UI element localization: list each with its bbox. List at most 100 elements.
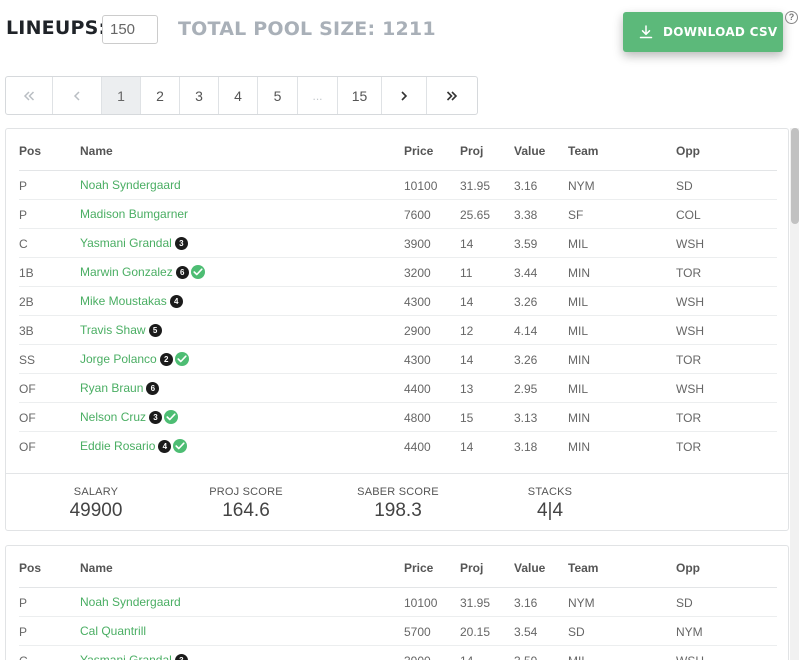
cell-price: 3900 — [404, 237, 431, 251]
batting-order-badge: 4 — [158, 439, 172, 453]
cell-name[interactable]: Jorge Polanco 2 — [80, 351, 189, 367]
page-4-button[interactable]: 4 — [219, 77, 258, 114]
player-name-link[interactable]: Cal Quantrill — [80, 624, 147, 638]
cell-name[interactable]: Yasmani Grandal 3 — [80, 235, 188, 251]
col-header-proj[interactable]: Proj — [460, 561, 484, 575]
table-row: SS Jorge Polanco 2 4300 14 3.26 MIN TOR — [19, 345, 777, 374]
player-name-link[interactable]: Jorge Polanco — [80, 352, 157, 366]
pagination: 1 2 3 4 5 ... 15 — [5, 76, 478, 115]
player-name-link[interactable]: Mike Moustakas — [80, 294, 167, 308]
col-header-team[interactable]: Team — [568, 561, 599, 575]
prev-page-button[interactable] — [53, 77, 102, 114]
cell-value: 3.44 — [514, 266, 538, 280]
cell-name[interactable]: Eddie Rosario 4 — [80, 438, 188, 454]
cell-value: 3.26 — [514, 295, 538, 309]
lineups-count-input[interactable] — [102, 15, 158, 44]
cell-proj: 14 — [460, 353, 474, 367]
cell-pos: C — [19, 237, 28, 251]
col-header-opp[interactable]: Opp — [676, 144, 700, 158]
cell-name[interactable]: Nelson Cruz 3 — [80, 409, 179, 425]
cell-team: SF — [568, 208, 584, 222]
scrollbar-thumb[interactable] — [791, 128, 799, 224]
cell-price: 10100 — [404, 179, 438, 193]
col-header-team[interactable]: Team — [568, 144, 599, 158]
download-csv-button[interactable]: DOWNLOAD CSV — [623, 12, 783, 52]
cell-team: MIN — [568, 266, 590, 280]
page-3-button[interactable]: 3 — [180, 77, 219, 114]
cell-name[interactable]: Yasmani Grandal 3 — [80, 652, 188, 660]
cell-pos: P — [19, 596, 28, 610]
player-name-link[interactable]: Ryan Braun — [80, 381, 144, 395]
cell-name[interactable]: Noah Syndergaard — [80, 594, 181, 610]
batting-order-badge: 3 — [174, 236, 188, 250]
saber-score-stat: SABER SCORE 198.3 — [353, 486, 443, 522]
cell-opp: COL — [676, 208, 701, 222]
cell-name[interactable]: Travis Shaw 5 — [80, 322, 162, 338]
page-5-button[interactable]: 5 — [258, 77, 298, 114]
cell-team: NYM — [568, 596, 595, 610]
cell-price: 4800 — [404, 411, 431, 425]
saber-score-label: SABER SCORE — [357, 486, 439, 498]
player-name-link[interactable]: Nelson Cruz — [80, 410, 147, 424]
cell-name[interactable]: Noah Syndergaard — [80, 177, 181, 193]
col-header-name[interactable]: Name — [80, 561, 113, 575]
confirmed-check-icon — [174, 352, 189, 366]
help-icon[interactable]: ? — [785, 11, 798, 24]
cell-opp: TOR — [676, 266, 702, 280]
stacks-value: 4|4 — [536, 500, 564, 521]
cell-pos: SS — [19, 353, 36, 367]
cell-pos: C — [19, 654, 28, 660]
col-header-price[interactable]: Price — [404, 144, 434, 158]
cell-proj: 14 — [460, 654, 473, 660]
player-name-link[interactable]: Eddie Rosario — [80, 439, 156, 453]
cell-team: MIN — [568, 411, 590, 425]
col-header-price[interactable]: Price — [404, 561, 434, 575]
cell-value: 3.26 — [514, 353, 538, 367]
proj-score-label: PROJ SCORE — [209, 486, 283, 498]
first-page-button[interactable] — [6, 77, 53, 114]
table-row: OF Nelson Cruz 3 4800 15 3.13 MIN TOR — [19, 403, 777, 432]
cell-name[interactable]: Mike Moustakas 4 — [80, 293, 183, 309]
player-name-link[interactable]: Yasmani Grandal — [80, 236, 172, 250]
page-1-button[interactable]: 1 — [102, 77, 141, 114]
cell-price: 3900 — [404, 654, 431, 660]
cell-name[interactable]: Cal Quantrill — [80, 623, 146, 639]
lineup-rows: P Noah Syndergaard 10100 31.95 3.16 NYM SD P Mad… — [19, 171, 777, 461]
page-ellipsis: ... — [298, 77, 338, 114]
player-name-link[interactable]: Noah Syndergaard — [80, 595, 181, 609]
player-name-link[interactable]: Madison Bumgarner — [80, 207, 189, 221]
last-page-button[interactable] — [427, 77, 477, 114]
player-name-link[interactable]: Yasmani Grandal — [80, 653, 172, 660]
cell-team: MIL — [568, 324, 589, 338]
col-header-proj[interactable]: Proj — [460, 144, 484, 158]
player-name-link[interactable]: Marwin Gonzalez — [80, 265, 173, 279]
table-row: 2B Mike Moustakas 4 4300 14 3.26 MIL WSH — [19, 287, 777, 316]
col-header-name[interactable]: Name — [80, 144, 113, 158]
cell-name[interactable]: Madison Bumgarner — [80, 206, 188, 222]
cell-value: 3.38 — [514, 208, 538, 222]
cell-team: NYM — [568, 179, 595, 193]
cell-team: SD — [568, 625, 585, 639]
col-header-opp[interactable]: Opp — [676, 561, 700, 575]
col-header-pos[interactable]: Pos — [19, 561, 42, 575]
next-page-button[interactable] — [382, 77, 427, 114]
cell-opp: WSH — [676, 324, 704, 338]
lineup-table: Pos Name Price Proj Value Team Opp P Noah… — [19, 546, 777, 660]
cell-name[interactable]: Ryan Braun 6 — [80, 380, 160, 396]
player-name-link[interactable]: Noah Syndergaard — [80, 178, 181, 192]
page-2-button[interactable]: 2 — [141, 77, 180, 114]
lineups-label: LINEUPS: — [6, 17, 107, 39]
col-header-value[interactable]: Value — [514, 144, 546, 158]
col-header-pos[interactable]: Pos — [19, 144, 42, 158]
cell-name[interactable]: Marwin Gonzalez 6 — [80, 264, 205, 280]
batting-order-badge: 6 — [175, 265, 189, 279]
cell-opp: NYM — [676, 625, 703, 639]
batting-order-badge: 5 — [148, 323, 162, 337]
page-15-button[interactable]: 15 — [338, 77, 382, 114]
page-scrollbar[interactable] — [790, 128, 799, 660]
cell-team: MIL — [568, 654, 588, 660]
col-header-value[interactable]: Value — [514, 561, 546, 575]
player-name-link[interactable]: Travis Shaw — [80, 323, 146, 337]
